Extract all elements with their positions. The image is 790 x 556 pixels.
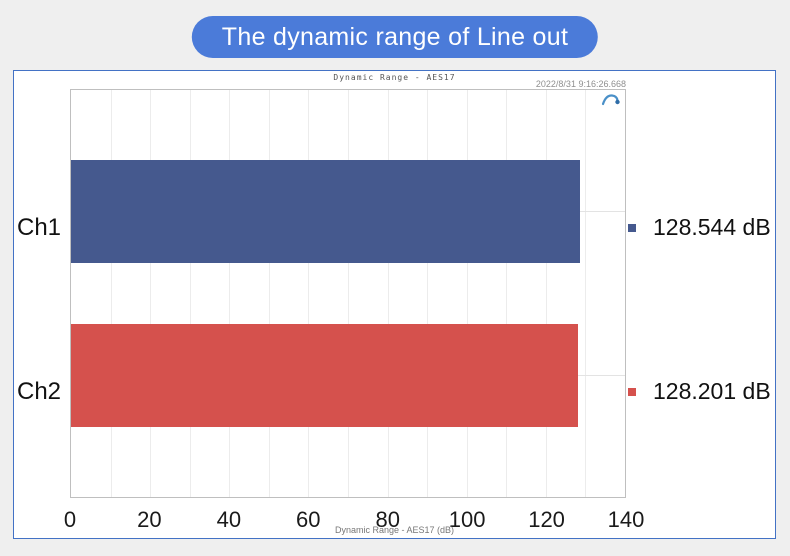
minor-gridline <box>585 90 587 497</box>
ch2-value: 128.201 dB <box>653 378 771 404</box>
x-tick-label: 0 <box>63 507 77 532</box>
minor-gridline <box>387 90 389 497</box>
x-tick-label: 40 <box>216 507 242 532</box>
x-tick-label: 60 <box>296 507 321 532</box>
x-axis-ticks: 0 20 40 60 80 100 120 140 <box>64 507 644 535</box>
minor-gridline <box>150 90 152 497</box>
minor-gridline <box>308 90 310 497</box>
x-tick-label: 80 <box>375 507 400 532</box>
minor-gridline <box>545 90 547 497</box>
minor-gridline <box>348 90 349 497</box>
ch1-marker-icon <box>628 224 636 232</box>
minor-gridline <box>466 90 468 497</box>
x-tick-label: 120 <box>528 507 565 532</box>
x-tick-label: 20 <box>137 507 162 532</box>
x-tick-label: 100 <box>448 507 486 532</box>
bar-ch2 <box>71 324 579 427</box>
chart-panel: Dynamic Range - AES17 2022/8/31 9:16:26.… <box>13 70 776 539</box>
chart-title: Dynamic Range - AES17 <box>333 73 456 82</box>
x-axis-label: Dynamic Range - AES17 (dB) <box>334 525 455 535</box>
measurement-timestamp: 2022/8/31 9:16:26.668 <box>535 79 626 89</box>
minor-gridline <box>268 90 270 497</box>
minor-gridline <box>506 90 508 497</box>
banner-title: The dynamic range of Line out <box>221 23 569 51</box>
audio-precision-logo-icon <box>601 94 620 106</box>
x-tick-label: 140 <box>607 507 645 532</box>
category-label-ch2: Ch2 <box>16 378 62 405</box>
category-label-ch1: Ch1 <box>16 214 62 241</box>
ch2-marker-icon <box>628 388 636 396</box>
minor-gridline <box>427 90 429 497</box>
bar-ch1 <box>71 160 580 263</box>
minor-gridline <box>229 90 231 497</box>
ch1-value: 128.544 dB <box>653 214 771 240</box>
plot-area <box>70 89 626 498</box>
title-banner: The dynamic range of Line out <box>191 16 599 58</box>
minor-gridline <box>189 90 191 497</box>
minor-gridline <box>110 90 112 497</box>
